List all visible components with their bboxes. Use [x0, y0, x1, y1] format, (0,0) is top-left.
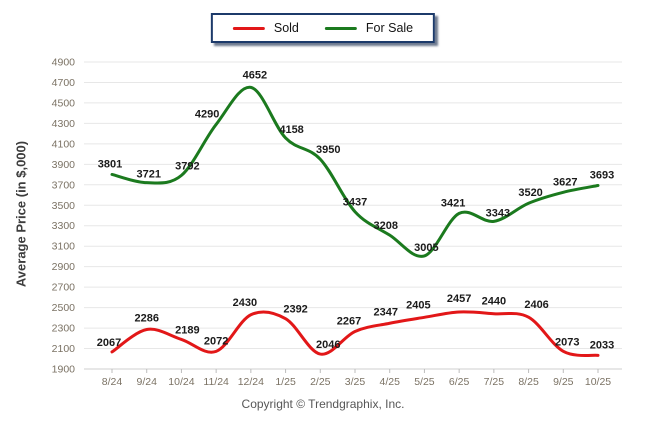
data-point-label: 3721 [136, 169, 160, 181]
data-point-label: 2405 [406, 299, 430, 311]
data-point-label: 2430 [233, 297, 257, 309]
data-point-label: 3950 [316, 144, 340, 156]
svg-text:3900: 3900 [52, 159, 76, 171]
data-point-label: 3437 [343, 197, 367, 209]
svg-text:4/25: 4/25 [379, 376, 400, 388]
y-axis-title: Average Price (in $,000) [13, 140, 29, 288]
sold-series: 2067 2286 2189 2072 2430 2392 2046 2267 2347 2405… [97, 293, 614, 357]
svg-text:4700: 4700 [52, 77, 76, 89]
sold-line-swatch [232, 26, 265, 30]
svg-text:3700: 3700 [52, 179, 76, 191]
svg-text:8/24: 8/24 [102, 376, 123, 388]
data-point-label: 3343 [486, 207, 510, 219]
data-point-label: 4158 [279, 124, 303, 136]
svg-text:12/24: 12/24 [238, 376, 264, 388]
data-point-label: 2457 [447, 293, 471, 305]
svg-text:9/25: 9/25 [553, 376, 574, 388]
svg-text:2300: 2300 [52, 323, 76, 335]
svg-text:3300: 3300 [52, 220, 76, 232]
data-point-label: 3005 [414, 242, 438, 254]
svg-text:3/25: 3/25 [345, 376, 366, 388]
svg-text:3100: 3100 [52, 241, 76, 253]
data-point-label: 4290 [195, 108, 219, 120]
data-point-label: 2072 [204, 335, 228, 347]
svg-text:10/25: 10/25 [585, 376, 611, 388]
copyright-text: Copyright © Trendgraphix, Inc. [241, 397, 405, 411]
legend-item-for-sale[interactable]: For Sale [324, 21, 414, 35]
y-axis-tick-labels: 1900 2100 2300 2500 2700 2900 3100 3300 3500 3700… [52, 57, 76, 376]
data-point-label: 2392 [283, 304, 307, 316]
legend: Sold For Sale [210, 13, 436, 43]
legend-label-for-sale: For Sale [365, 21, 414, 35]
data-point-label: 2073 [555, 336, 579, 348]
for-sale-line [110, 85, 600, 258]
svg-text:2700: 2700 [52, 282, 76, 294]
data-point-label: 2189 [175, 324, 199, 336]
x-axis-tick-labels: 8/24 9/24 10/24 11/24 12/24 1/25 2/25 3/25 4/25 5… [102, 369, 611, 388]
data-point-label: 2033 [590, 339, 614, 351]
data-point-label: 3627 [553, 176, 577, 188]
svg-text:6/25: 6/25 [449, 376, 470, 388]
data-point-label: 2440 [482, 296, 506, 308]
data-point-label: 3693 [590, 170, 614, 182]
svg-text:1900: 1900 [52, 364, 76, 376]
svg-text:5/25: 5/25 [414, 376, 435, 388]
svg-text:4500: 4500 [52, 97, 76, 109]
legend-label-sold: Sold [273, 21, 299, 35]
data-point-label: 2046 [316, 339, 340, 351]
for-sale-line-swatch [324, 26, 357, 30]
data-point-label: 3801 [98, 158, 122, 170]
for-sale-series: 3801 3721 3792 4290 4652 4158 3950 3437 3208 3005… [98, 69, 614, 258]
svg-text:1/25: 1/25 [275, 376, 296, 388]
data-point-label: 2406 [524, 299, 548, 311]
data-point-label: 2267 [337, 315, 361, 327]
svg-text:4900: 4900 [52, 57, 76, 69]
svg-text:9/24: 9/24 [136, 376, 157, 388]
data-point-label: 3208 [373, 220, 397, 232]
svg-text:2100: 2100 [52, 343, 76, 355]
data-point-label: 3421 [441, 197, 465, 209]
data-point-label: 3520 [518, 187, 542, 199]
svg-text:10/24: 10/24 [168, 376, 194, 388]
svg-text:3500: 3500 [52, 200, 76, 212]
data-point-label: 3792 [175, 160, 199, 172]
data-point-label: 2067 [97, 337, 121, 349]
data-point-label: 2286 [134, 312, 158, 324]
svg-text:2/25: 2/25 [310, 376, 331, 388]
svg-text:7/25: 7/25 [484, 376, 505, 388]
data-point-label: 2347 [373, 306, 397, 318]
svg-text:4100: 4100 [52, 138, 76, 150]
svg-text:4300: 4300 [52, 118, 76, 130]
sold-line [110, 310, 600, 357]
svg-text:2900: 2900 [52, 261, 76, 273]
legend-item-sold[interactable]: Sold [232, 21, 299, 35]
svg-text:11/24: 11/24 [203, 376, 229, 388]
svg-text:8/25: 8/25 [518, 376, 539, 388]
gridlines [84, 61, 622, 370]
svg-text:2500: 2500 [52, 302, 76, 314]
data-point-label: 4652 [243, 69, 267, 81]
